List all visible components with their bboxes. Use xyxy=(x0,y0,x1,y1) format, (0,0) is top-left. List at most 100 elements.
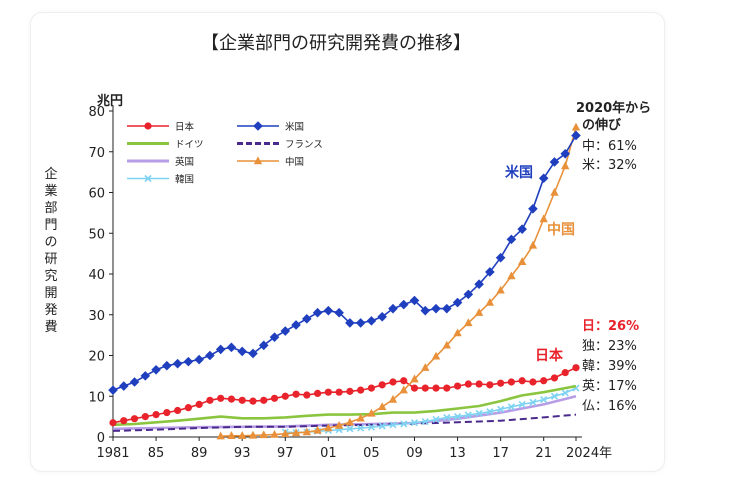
data-point-japan xyxy=(540,377,548,385)
data-point-japan xyxy=(367,384,376,392)
y-tick-label: 10 xyxy=(88,390,105,405)
legend-label: 英国 xyxy=(175,156,194,168)
data-point-japan xyxy=(195,400,203,408)
data-point-us xyxy=(194,354,204,365)
series-japan xyxy=(109,364,580,427)
data-point-us xyxy=(452,297,463,308)
data-point-korea xyxy=(518,400,526,408)
data-point-japan xyxy=(130,415,139,423)
data-point-japan xyxy=(389,378,397,386)
legend-item: フランス xyxy=(237,140,323,151)
y-ticks: 0 10 20 30 40 50 60 70 80 xyxy=(88,105,113,446)
data-point-japan xyxy=(497,379,505,387)
data-point-us xyxy=(517,224,527,234)
data-point-china xyxy=(496,285,505,294)
growth-japan: 日：26% xyxy=(582,319,639,334)
data-point-korea xyxy=(410,419,419,427)
label-us: 米国 xyxy=(505,164,533,181)
data-point-us xyxy=(431,303,441,314)
data-point-korea xyxy=(507,403,515,411)
data-point-us xyxy=(312,307,323,318)
data-point-us xyxy=(506,234,517,245)
growth-header-1: 2020年から xyxy=(576,100,651,116)
data-point-japan xyxy=(281,392,289,400)
data-point-china xyxy=(410,374,419,383)
data-point-us xyxy=(409,295,420,306)
legend-item: 米国 xyxy=(237,121,304,133)
legend-marker xyxy=(253,156,263,165)
series-china xyxy=(216,122,581,440)
data-point-us xyxy=(302,314,312,324)
data-point-japan xyxy=(238,396,246,404)
growth-china: 中：61% xyxy=(582,139,637,154)
data-point-china xyxy=(388,394,398,403)
annotations: 米国 中国 日本 2020年から の伸び 中：61% 米：32% 日：26% 独… xyxy=(505,100,651,414)
x-tick-label: 97 xyxy=(277,446,294,461)
legend-item: 韓国 xyxy=(127,175,194,186)
y-tick-label: 0 xyxy=(97,431,105,446)
data-point-japan xyxy=(270,394,279,402)
data-point-us xyxy=(549,157,560,167)
growth-france: 仏：16% xyxy=(582,399,637,414)
data-point-us xyxy=(420,305,431,316)
series-us xyxy=(108,130,581,395)
data-point-us xyxy=(323,305,334,316)
data-point-us xyxy=(334,307,344,318)
y-axis-title: 企業部門の研究開発費 xyxy=(44,166,57,335)
y-tick-label: 80 xyxy=(88,105,105,120)
x-tick-label: 89 xyxy=(191,446,208,461)
y-axis-label: 企業部門の研究開発費 xyxy=(44,166,57,335)
data-point-japan xyxy=(184,404,192,412)
data-point-us xyxy=(140,371,151,381)
data-point-japan xyxy=(507,378,515,386)
data-point-china xyxy=(561,161,570,170)
legend-label: 韓国 xyxy=(175,175,194,186)
data-point-china xyxy=(517,257,527,265)
data-point-japan xyxy=(550,374,559,382)
data-point-us xyxy=(291,320,301,330)
growth-us: 米：32% xyxy=(582,158,637,173)
growth-germany: 独：23% xyxy=(582,339,637,354)
data-point-us xyxy=(495,252,506,263)
plot-area xyxy=(108,122,581,440)
data-point-us xyxy=(258,340,269,351)
data-point-us xyxy=(269,332,280,342)
x-tick-label: 85 xyxy=(148,446,165,461)
y-tick-label: 50 xyxy=(88,227,105,242)
data-point-china xyxy=(464,318,473,327)
data-point-korea xyxy=(400,420,408,428)
data-point-china xyxy=(507,271,516,280)
data-point-china xyxy=(259,430,268,439)
data-point-japan xyxy=(378,381,386,389)
data-point-japan xyxy=(260,396,268,404)
data-point-us xyxy=(485,267,495,277)
data-point-us xyxy=(215,344,226,355)
chart-title: 【企業部門の研究開発費の推移】 xyxy=(201,33,471,54)
legend-item: ドイツ xyxy=(127,140,204,151)
data-point-korea xyxy=(475,409,483,417)
legend-marker xyxy=(144,174,152,183)
data-point-us xyxy=(108,385,118,395)
data-point-japan xyxy=(486,381,494,389)
data-point-japan xyxy=(324,388,332,396)
series-france xyxy=(112,413,577,432)
label-japan: 日本 xyxy=(535,347,564,364)
data-point-japan xyxy=(561,369,569,377)
data-point-china xyxy=(238,431,247,439)
x-tick-label: 01 xyxy=(320,446,337,461)
data-point-china xyxy=(227,431,236,439)
growth-uk: 英：17% xyxy=(582,379,637,394)
data-point-us xyxy=(345,318,355,328)
data-point-china xyxy=(270,429,279,438)
data-point-china xyxy=(248,430,258,439)
label-china: 中国 xyxy=(547,221,575,238)
data-point-china xyxy=(377,402,387,411)
growth-header-2: の伸び xyxy=(582,117,622,133)
x-tick-label: 1981 xyxy=(96,446,129,461)
y-tick-label: 40 xyxy=(88,268,105,283)
data-point-japan xyxy=(335,388,343,396)
data-point-china xyxy=(453,328,462,337)
x-tick-label: 13 xyxy=(449,446,466,461)
data-point-japan xyxy=(464,380,472,388)
series-line-france xyxy=(112,413,577,432)
